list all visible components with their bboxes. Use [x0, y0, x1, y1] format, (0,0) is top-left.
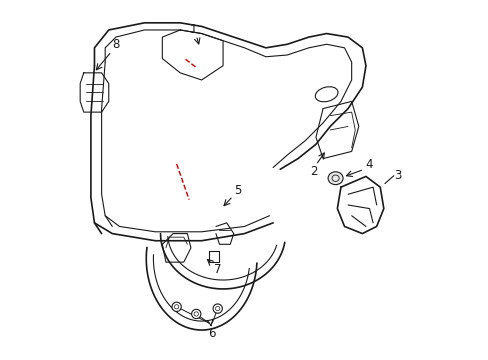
Circle shape [191, 309, 201, 319]
Text: 2: 2 [309, 165, 317, 177]
Text: 8: 8 [112, 39, 120, 51]
Circle shape [172, 302, 181, 311]
Text: 5: 5 [233, 184, 241, 197]
Text: 3: 3 [394, 169, 401, 182]
Text: 1: 1 [190, 23, 197, 36]
Text: 6: 6 [207, 327, 215, 340]
Text: 4: 4 [365, 158, 372, 171]
Text: 7: 7 [214, 263, 221, 276]
Ellipse shape [327, 172, 343, 185]
Circle shape [213, 304, 222, 313]
Ellipse shape [315, 87, 337, 102]
